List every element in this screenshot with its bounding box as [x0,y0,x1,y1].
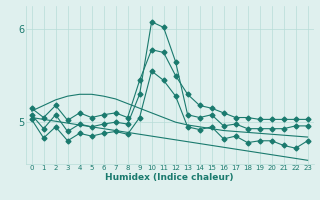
X-axis label: Humidex (Indice chaleur): Humidex (Indice chaleur) [105,173,234,182]
